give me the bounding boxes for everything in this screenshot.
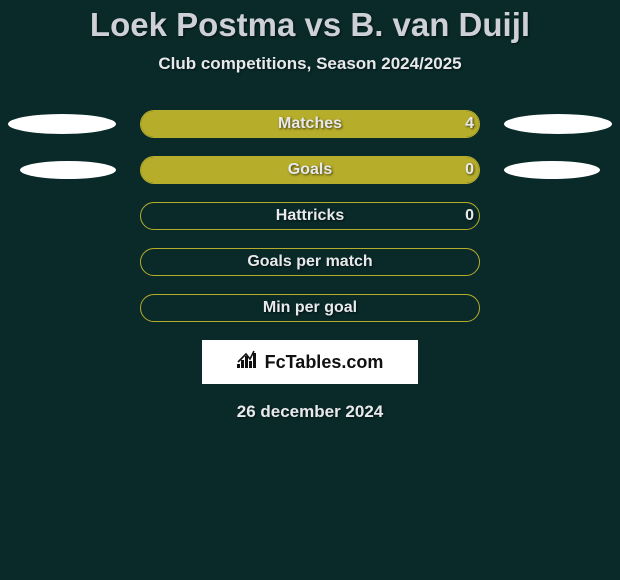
- footer-date: 26 december 2024: [0, 402, 620, 422]
- bar-value: 0: [465, 161, 474, 179]
- stat-row: Matches 4: [0, 110, 620, 140]
- bar-value: 4: [465, 115, 474, 133]
- bar-label: Hattricks: [276, 207, 344, 225]
- bar-label: Matches: [278, 115, 342, 133]
- stat-row: Hattricks 0: [0, 202, 620, 232]
- bar-label: Goals per match: [247, 253, 372, 271]
- page-title: Loek Postma vs B. van Duijl: [0, 6, 620, 44]
- bar-value: 0: [465, 207, 474, 225]
- branding-box: FcTables.com: [202, 340, 418, 384]
- branding-text: FcTables.com: [265, 352, 384, 373]
- page-subtitle: Club competitions, Season 2024/2025: [0, 54, 620, 74]
- chart-bars-icon: [237, 350, 259, 375]
- bar-label: Goals: [288, 161, 332, 179]
- stat-row: Goals per match: [0, 248, 620, 278]
- avatar-ellipse-left: [20, 161, 116, 179]
- bar-label: Min per goal: [263, 299, 357, 317]
- avatar-ellipse-left: [8, 114, 116, 134]
- avatar-ellipse-right: [504, 114, 612, 134]
- comparison-card: Loek Postma vs B. van Duijl Club competi…: [0, 6, 620, 422]
- stat-row: Min per goal: [0, 294, 620, 324]
- stat-bars: Matches 4 Goals 0 Hattricks 0 Goals per …: [0, 110, 620, 324]
- avatar-ellipse-right: [504, 161, 600, 179]
- stat-row: Goals 0: [0, 156, 620, 186]
